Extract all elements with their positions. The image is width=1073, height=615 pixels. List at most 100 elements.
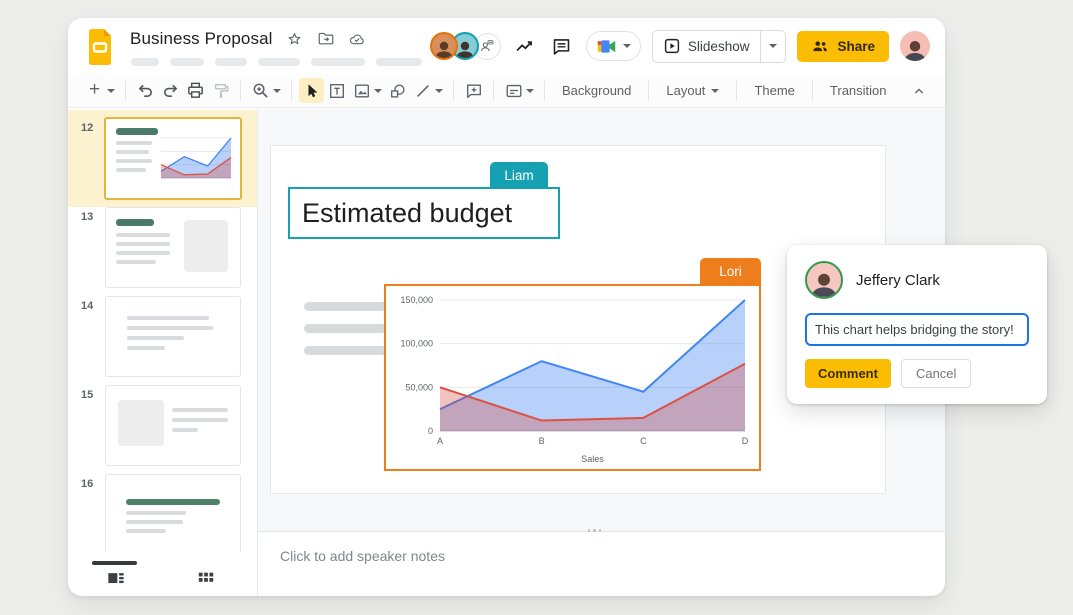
thumbnail-text-placeholder <box>127 316 209 320</box>
filmstrip-view-icon[interactable] <box>106 570 126 588</box>
menu-pill[interactable] <box>258 58 300 66</box>
layout-dropdown <box>711 88 720 93</box>
speaker-notes-bar: Click to add speaker notes <box>258 529 945 596</box>
thumbnail-text-placeholder <box>127 326 213 330</box>
menu-bar-placeholder[interactable] <box>131 58 422 66</box>
google-meet-icon <box>597 39 616 53</box>
filmstrip-scrollbar[interactable] <box>92 561 137 565</box>
insert-image-icon[interactable] <box>349 78 374 103</box>
svg-text:150,000: 150,000 <box>400 295 433 305</box>
share-label: Share <box>837 38 875 54</box>
thumbnail-chart <box>160 137 232 179</box>
thumbnail-text-placeholder <box>116 242 170 246</box>
placeholder-dropdown[interactable] <box>526 88 534 93</box>
undo-icon[interactable] <box>133 78 158 103</box>
thumbnail-title-placeholder <box>116 219 154 226</box>
slide-thumbnail-12[interactable] <box>104 117 242 200</box>
thumbnail-title-placeholder <box>126 499 220 505</box>
insert-line-icon[interactable] <box>410 78 435 103</box>
star-icon[interactable] <box>286 30 304 48</box>
slide-thumbnail-15[interactable] <box>105 385 241 466</box>
budget-chart-object[interactable]: 0 50,000 100,000 150,000 A B C D Sales <box>384 284 761 471</box>
layout-button[interactable]: Layout <box>656 83 729 98</box>
thumbnail-text-placeholder <box>116 159 152 163</box>
comment-history-icon[interactable] <box>549 33 575 59</box>
image-dropdown[interactable] <box>374 88 382 93</box>
theme-button[interactable]: Theme <box>754 83 795 98</box>
transition-button[interactable]: Transition <box>829 83 887 98</box>
document-title[interactable]: Business Proposal <box>130 29 273 48</box>
thumbnail-text-placeholder <box>172 408 228 412</box>
new-slide-dropdown[interactable] <box>107 88 115 93</box>
people-icon <box>813 41 828 52</box>
select-tool-icon[interactable] <box>299 78 324 103</box>
chevron-down-icon <box>622 44 631 48</box>
new-slide-button[interactable]: + <box>88 79 101 100</box>
slide-thumbnail-13[interactable] <box>105 207 241 288</box>
collapse-toolbar-icon[interactable] <box>906 78 931 103</box>
paint-format-icon[interactable] <box>208 78 233 103</box>
thumbnail-title-placeholder <box>116 128 158 135</box>
slide-number: 16 <box>81 478 94 490</box>
slide-number: 14 <box>81 300 94 312</box>
redo-icon[interactable] <box>158 78 183 103</box>
menu-pill[interactable] <box>131 58 159 66</box>
current-slide[interactable]: Liam Estimated budget Lori 0 50,000 100,00… <box>270 145 886 494</box>
background-button[interactable]: Background <box>562 83 632 98</box>
thumbnail-text-placeholder <box>116 251 170 255</box>
presence-avatars <box>429 32 501 60</box>
comment-cancel-button[interactable]: Cancel <box>900 359 972 388</box>
notes-resize-handle[interactable] <box>587 529 602 532</box>
comment-author-avatar <box>805 261 843 299</box>
insert-shape-icon[interactable] <box>385 78 410 103</box>
thumbnail-image-placeholder <box>184 220 228 272</box>
comment-author-name: Jeffery Clark <box>856 271 940 289</box>
body-text-placeholder <box>304 324 454 333</box>
insert-placeholder-icon[interactable] <box>501 78 526 103</box>
svg-text:A: A <box>437 436 443 446</box>
thumbnail-text-placeholder <box>116 260 156 264</box>
slideshow-dropdown[interactable] <box>760 30 785 62</box>
slide-thumbnail-16[interactable] <box>105 474 241 555</box>
slide-filmstrip: 12 13 14 15 <box>68 109 258 596</box>
thumbnail-text-placeholder <box>116 233 170 237</box>
zoom-icon[interactable] <box>248 78 273 103</box>
person-add-icon[interactable] <box>473 32 501 60</box>
share-button[interactable]: Share <box>797 30 889 62</box>
collaborator-avatar-orange[interactable] <box>429 32 458 60</box>
thumbnail-text-placeholder <box>172 418 228 422</box>
text-box-icon[interactable] <box>324 78 349 103</box>
slideshow-button[interactable]: Slideshow <box>651 29 787 63</box>
editor-tag-lori: Lori <box>700 258 761 284</box>
grid-view-icon[interactable] <box>196 570 216 588</box>
cloud-saved-icon[interactable] <box>348 30 366 48</box>
google-meet-button[interactable] <box>585 31 641 61</box>
line-dropdown[interactable] <box>435 88 443 93</box>
zoom-dropdown[interactable] <box>273 88 281 93</box>
user-avatar[interactable] <box>900 31 930 61</box>
menu-pill[interactable] <box>311 58 365 66</box>
menu-pill[interactable] <box>376 58 422 66</box>
title-bar: Business Proposal <box>68 18 945 74</box>
slide-thumbnail-14[interactable] <box>105 296 241 377</box>
comment-card: Jeffery Clark Comment Cancel <box>787 245 1047 404</box>
svg-text:Sales: Sales <box>581 454 604 464</box>
menu-pill[interactable] <box>215 58 247 66</box>
comment-submit-button[interactable]: Comment <box>805 359 891 388</box>
google-slides-logo[interactable] <box>86 29 114 65</box>
menu-pill[interactable] <box>170 58 204 66</box>
svg-text:100,000: 100,000 <box>400 339 433 349</box>
thumbnail-text-placeholder <box>126 529 166 533</box>
edit-toolbar: + <box>68 74 945 108</box>
slide-number: 12 <box>81 122 94 134</box>
filmstrip-footer <box>68 552 257 596</box>
thumbnail-text-placeholder <box>127 346 165 350</box>
move-folder-icon[interactable] <box>317 30 335 48</box>
slide-title-textbox[interactable]: Estimated budget <box>288 187 560 239</box>
comment-text-input[interactable] <box>805 313 1029 346</box>
trending-activity-icon[interactable] <box>512 33 538 59</box>
thumbnail-image-placeholder <box>118 400 164 446</box>
print-icon[interactable] <box>183 78 208 103</box>
insert-comment-icon[interactable] <box>461 78 486 103</box>
speaker-notes-input[interactable]: Click to add speaker notes <box>280 548 445 564</box>
